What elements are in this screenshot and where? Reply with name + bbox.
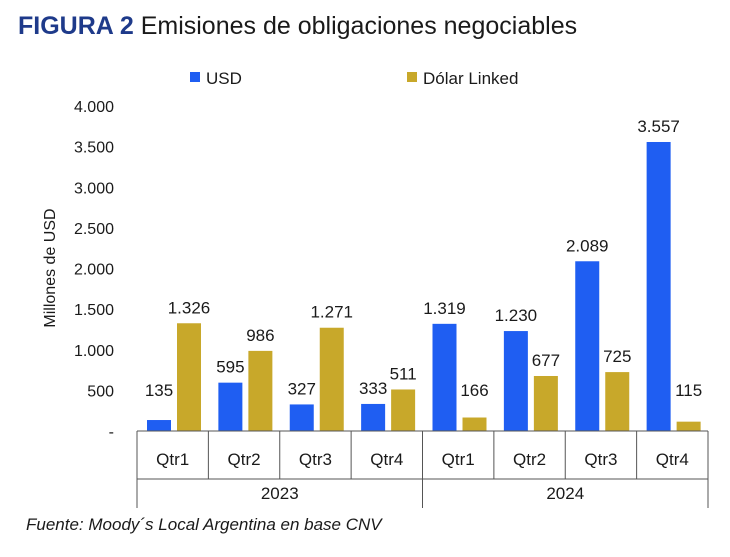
data-label-usd: 2.089 — [566, 236, 609, 255]
figure-label: FIGURA 2 — [18, 12, 134, 40]
legend-swatch — [407, 72, 417, 82]
figure-title-text: Emisiones de obligaciones negociables — [140, 12, 578, 40]
bar-dolar-linked — [676, 421, 701, 431]
chart-title: FIGURA 2 Emisiones de obligaciones negoc… — [18, 12, 577, 41]
bar-usd — [218, 382, 243, 431]
data-label-dolar-linked: 986 — [246, 326, 274, 345]
bar-usd — [361, 403, 386, 431]
bar-dolar-linked — [319, 327, 344, 431]
data-label-dolar-linked: 1.326 — [168, 298, 211, 317]
x-category-label: Qtr3 — [584, 450, 617, 469]
x-category-label: Qtr1 — [156, 450, 189, 469]
x-group-label: 2024 — [546, 484, 584, 503]
y-tick-label: - — [109, 424, 114, 441]
bar-usd — [646, 141, 671, 431]
source-note: Fuente: Moody´s Local Argentina en base … — [26, 515, 382, 534]
bar-usd — [575, 261, 600, 431]
y-tick-label: 3.500 — [74, 140, 114, 157]
y-tick-label: 1.500 — [74, 302, 114, 319]
x-category-label: Qtr4 — [370, 450, 403, 469]
legend-label: Dólar Linked — [423, 69, 518, 88]
y-tick-label: 2.000 — [74, 262, 114, 279]
x-category-label: Qtr1 — [442, 450, 475, 469]
data-label-dolar-linked: 115 — [675, 381, 702, 400]
bar-dolar-linked — [605, 372, 630, 431]
x-category-label: Qtr3 — [299, 450, 332, 469]
data-label-dolar-linked: 725 — [603, 347, 631, 366]
y-tick-label: 3.000 — [74, 180, 114, 197]
bar-dolar-linked — [248, 350, 273, 431]
data-label-usd: 595 — [216, 358, 244, 377]
data-label-usd: 327 — [288, 379, 316, 398]
data-label-dolar-linked: 1.271 — [310, 303, 353, 322]
data-label-dolar-linked: 677 — [532, 351, 560, 370]
bar-usd — [147, 420, 171, 431]
bar-dolar-linked — [391, 389, 416, 431]
legend-swatch — [190, 72, 200, 82]
bar-usd — [432, 323, 457, 431]
x-category-label: Qtr2 — [228, 450, 261, 469]
data-label-dolar-linked: 511 — [390, 364, 417, 383]
bar-dolar-linked — [177, 323, 201, 431]
y-tick-label: 1.000 — [74, 343, 114, 360]
y-tick-label: 4.000 — [74, 99, 114, 116]
y-axis-title: Millones de USD — [42, 208, 59, 327]
bar-usd — [289, 404, 314, 431]
bar-usd — [503, 331, 528, 431]
data-label-usd: 3.557 — [637, 117, 680, 136]
data-label-usd: 1.230 — [495, 306, 538, 325]
y-tick-label: 500 — [87, 383, 114, 400]
x-category-label: Qtr2 — [513, 450, 546, 469]
y-tick-label: 2.500 — [74, 221, 114, 238]
x-group-label: 2023 — [261, 484, 299, 503]
data-label-usd: 333 — [359, 379, 387, 398]
bar-dolar-linked — [533, 375, 558, 431]
data-label-usd: 1.319 — [423, 299, 466, 318]
data-label-usd: 135 — [145, 381, 173, 400]
x-category-label: Qtr4 — [656, 450, 689, 469]
legend-label: USD — [206, 69, 242, 88]
bar-dolar-linked — [462, 417, 487, 431]
data-label-dolar-linked: 166 — [460, 381, 488, 400]
